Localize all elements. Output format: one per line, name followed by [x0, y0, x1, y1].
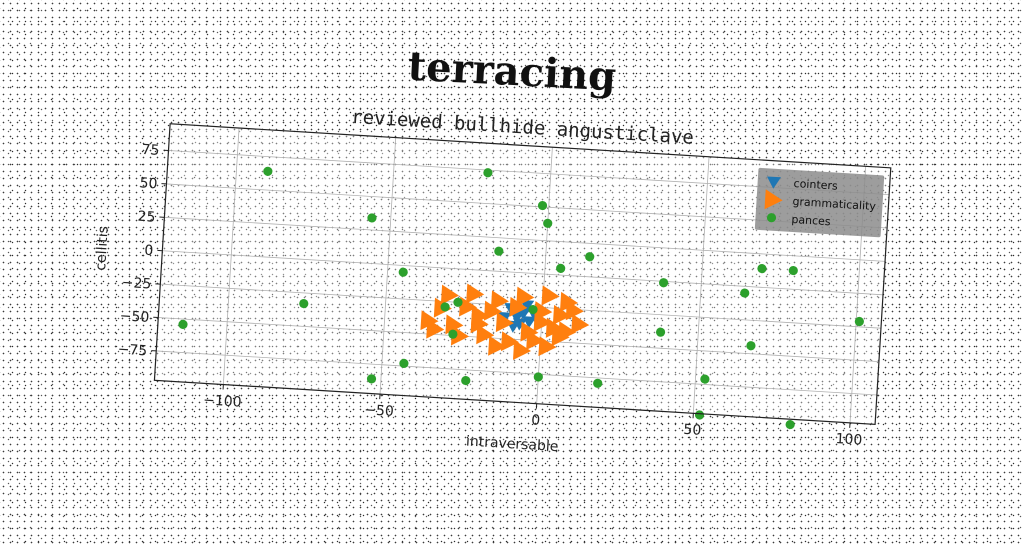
y-axis-label: cellitis	[93, 226, 112, 272]
x-tick-label: 50	[683, 422, 702, 439]
data-point-pances	[785, 420, 795, 430]
chart-figure: terracing reviewed bullhide angusticlave…	[0, 0, 1024, 512]
x-axis-label: intraversable	[466, 433, 559, 455]
y-tick-label: −50	[119, 308, 149, 326]
x-tick-label: −100	[203, 392, 242, 410]
y-tick-label: 25	[137, 209, 156, 226]
legend-label-pances: pances	[791, 213, 831, 228]
y-tick-label: 0	[144, 243, 154, 260]
legend-label-cointers: cointers	[793, 177, 838, 193]
y-tick-label: −25	[121, 275, 151, 293]
x-tick-label: 100	[835, 431, 863, 449]
y-tick-label: −75	[117, 342, 147, 360]
x-tick-label: 0	[531, 412, 541, 429]
y-tick-label: 50	[139, 175, 158, 192]
y-tick-label: 75	[141, 142, 160, 159]
x-tick-label: −50	[364, 402, 394, 420]
